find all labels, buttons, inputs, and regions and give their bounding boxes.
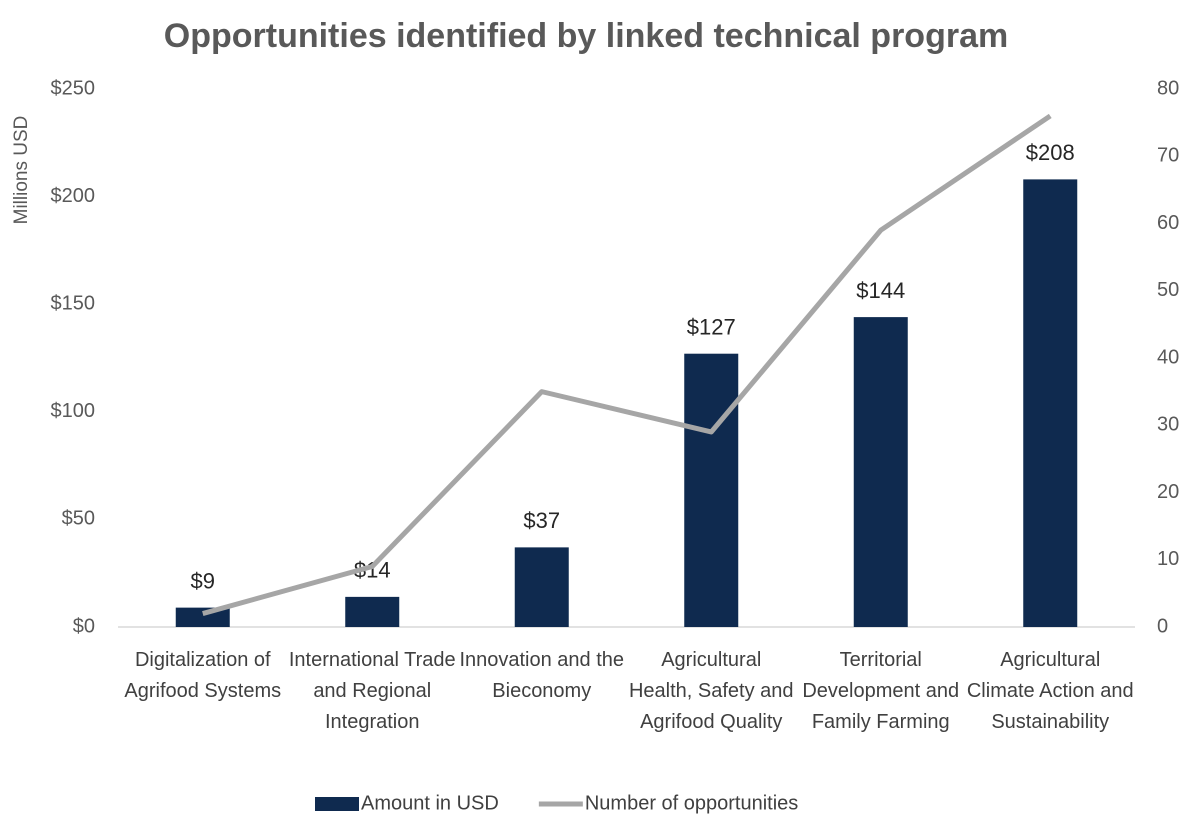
data-label: $37 — [523, 508, 560, 533]
bar — [684, 353, 739, 627]
y-tick-label: $250 — [51, 77, 96, 99]
legend-label: Amount in USD — [361, 792, 499, 814]
x-tick-label: International Trade and Regional Integra… — [288, 649, 456, 733]
x-tick-label: Agricultural Climate Action and Sustaina… — [966, 649, 1134, 733]
data-label: $144 — [856, 278, 905, 303]
y-tick-label: $0 — [73, 615, 95, 637]
bar — [514, 547, 569, 627]
data-label: $208 — [1026, 140, 1075, 165]
line-series — [202, 113, 1052, 616]
bar — [1023, 179, 1078, 627]
y2-tick-label: 10 — [1157, 548, 1179, 570]
y2-tick-label: 0 — [1157, 615, 1168, 637]
x-tick-label: Agricultural Health, Safety and Agrifood… — [628, 649, 794, 733]
x-tick-label: Innovation and the Bieconomy — [459, 649, 625, 702]
y-axis-label: Millions USD — [11, 116, 32, 225]
bar — [175, 607, 230, 627]
y2-tick-label: 60 — [1157, 212, 1179, 234]
legend-swatch — [315, 797, 359, 811]
y-tick-label: $150 — [51, 292, 96, 314]
y-tick-label: $100 — [51, 400, 96, 422]
y2-tick-label: 30 — [1157, 414, 1179, 436]
bar — [345, 596, 400, 627]
x-tick-label: Territorial Development and Family Farmi… — [802, 649, 960, 733]
data-label: $9 — [191, 568, 215, 593]
y2-tick-label: 20 — [1157, 481, 1179, 503]
y2-tick-label: 70 — [1157, 145, 1179, 167]
x-tick-label: Digitalization of Agrifood Systems — [124, 649, 282, 702]
bar — [853, 317, 908, 627]
data-label: $127 — [687, 315, 736, 340]
y2-tick-label: 50 — [1157, 279, 1179, 301]
y-tick-label: $50 — [62, 508, 95, 530]
legend-label: Number of opportunities — [585, 792, 798, 814]
y2-tick-label: 40 — [1157, 346, 1179, 368]
y2-tick-label: 80 — [1157, 77, 1179, 99]
y-tick-label: $200 — [51, 185, 96, 207]
chart-title: Opportunities identified by linked techn… — [164, 17, 1008, 55]
